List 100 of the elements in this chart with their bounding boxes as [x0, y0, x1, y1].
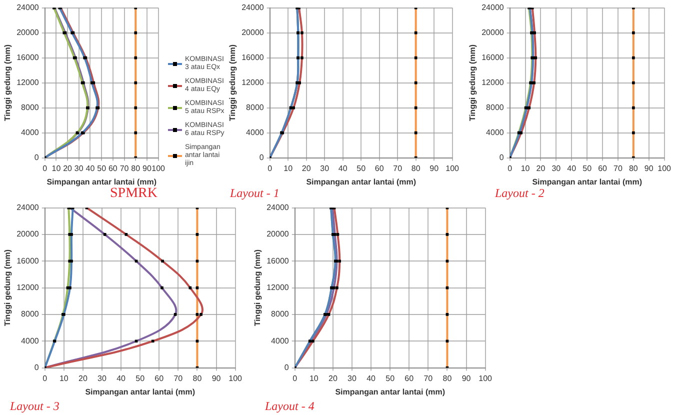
y-tick-label: 20000	[16, 230, 40, 239]
x-axis-title: Simpangan antar lantai (mm)	[46, 177, 157, 186]
x-tick-label: 60	[404, 374, 414, 383]
y-axis-title: Tinggi gedung (mm)	[228, 44, 238, 122]
y-tick-label: 16000	[16, 256, 40, 266]
y-tick-label: 12000	[242, 78, 264, 88]
x-tick-label: 40	[116, 374, 126, 383]
y-tick-label: 4000	[246, 128, 264, 138]
y-tick-label: 0	[284, 363, 290, 372]
x-tick-label: 30	[74, 164, 84, 173]
y-tick-label: 0	[499, 153, 504, 162]
x-tick-label: 40	[86, 164, 96, 173]
y-tick-label: 24000	[482, 3, 504, 12]
y-tick-label: 16000	[266, 256, 290, 266]
y-tick-label: 20000	[242, 28, 264, 38]
y-tick-label: 16000	[482, 53, 504, 62]
y-tick-label: 24000	[16, 203, 40, 212]
x-tick-label: 90	[462, 374, 472, 383]
y-tick-label: 8000	[21, 103, 40, 112]
x-tick-label: 50	[356, 164, 366, 173]
y-tick-label: 8000	[21, 310, 40, 319]
x-tick-label: 10	[284, 164, 294, 173]
x-tick-label: 40	[567, 164, 577, 173]
y-tick-label: 4000	[271, 336, 290, 346]
x-tick-label: 100	[446, 164, 460, 173]
x-tick-label: 80	[628, 164, 638, 173]
y-tick-label: 12000	[16, 78, 40, 88]
y-tick-label: 24000	[16, 3, 40, 12]
x-tick-label: 90	[142, 164, 152, 173]
x-tick-label: 70	[424, 374, 434, 383]
text: Layout - 4	[265, 399, 314, 414]
x-tick-label: 70	[393, 164, 403, 173]
x-tick-label: 30	[552, 164, 562, 173]
y-tick-label: 0	[34, 153, 40, 162]
y-tick-label: 16000	[242, 53, 264, 62]
y-tick-label: 12000	[16, 283, 40, 292]
y-axis-title: Tinggi gedung (mm)	[468, 44, 478, 122]
x-tick-label: 90	[430, 164, 440, 173]
y-tick-label: 12000	[266, 283, 290, 292]
y-tick-label: 8000	[486, 103, 504, 112]
y-tick-label: 16000	[16, 53, 40, 62]
x-tick-label: 20	[302, 164, 312, 173]
x-axis-title: Simpangan antar lantai (mm)	[85, 387, 196, 396]
x-tick-label: 40	[366, 374, 376, 383]
x-tick-label: 50	[582, 164, 592, 173]
x-tick-label: 20	[328, 374, 338, 383]
x-tick-label: 50	[136, 374, 146, 383]
x-tick-label: 0	[42, 374, 48, 383]
x-tick-label: 20	[78, 374, 88, 383]
x-tick-label: 20	[536, 164, 546, 173]
x-tick-label: 100	[152, 164, 166, 173]
x-tick-label: 70	[614, 164, 623, 173]
x-tick-label: 60	[108, 164, 118, 173]
y-tick-label: 0	[34, 363, 40, 372]
x-tick-label: 80	[192, 374, 202, 383]
x-tick-label: 10	[309, 374, 319, 383]
y-tick-label: 20000	[266, 230, 290, 239]
x-axis-title: Simpangan antar lantai (mm)	[306, 177, 416, 186]
x-tick-label: 0	[42, 164, 48, 173]
y-tick-label: 8000	[271, 310, 290, 319]
y-tick-label: 8000	[246, 103, 264, 112]
y-tick-label: 4000	[21, 128, 40, 138]
y-axis-title: Tinggi gedung (mm)	[3, 249, 12, 326]
x-tick-label: 100	[658, 164, 672, 173]
x-tick-label: 50	[97, 164, 107, 173]
x-tick-label: 20	[63, 164, 73, 173]
y-tick-label: 4000	[21, 336, 40, 346]
x-tick-label: 90	[644, 164, 654, 173]
y-tick-label: 24000	[242, 3, 264, 12]
y-tick-label: 20000	[16, 28, 40, 38]
x-tick-label: 70	[174, 374, 184, 383]
x-tick-label: 40	[338, 164, 348, 173]
x-tick-label: 80	[442, 374, 452, 383]
y-tick-label: 4000	[486, 128, 504, 138]
y-axis-title: Tinggi gedung (mm)	[3, 44, 12, 122]
x-tick-label: 100	[228, 374, 243, 383]
x-tick-label: 60	[374, 164, 384, 173]
y-tick-label: 20000	[482, 28, 504, 38]
text: Layout - 1	[230, 186, 280, 201]
text: Layout - 2	[495, 186, 544, 201]
x-tick-label: 80	[131, 164, 141, 173]
y-tick-label: 0	[259, 153, 264, 162]
x-tick-label: 50	[386, 374, 396, 383]
x-tick-label: 10	[520, 164, 530, 173]
y-tick-label: 24000	[266, 203, 290, 212]
x-axis-title: Simpangan antar lantai (mm)	[532, 177, 642, 186]
y-tick-label: 12000	[482, 78, 504, 88]
x-tick-label: 0	[508, 164, 513, 173]
x-tick-label: 60	[154, 374, 164, 383]
x-tick-label: 10	[59, 374, 69, 383]
x-tick-label: 90	[212, 374, 222, 383]
y-axis-title: Tinggi gedung (mm)	[253, 249, 262, 326]
x-tick-label: 0	[292, 374, 298, 383]
x-tick-label: 30	[320, 164, 330, 173]
text: SPMRK	[110, 186, 158, 202]
x-axis-title: Simpangan antar lantai (mm)	[335, 387, 446, 396]
x-tick-label: 70	[120, 164, 130, 173]
x-tick-label: 30	[348, 374, 357, 383]
x-tick-label: 10	[52, 164, 62, 173]
x-tick-label: 30	[98, 374, 107, 383]
